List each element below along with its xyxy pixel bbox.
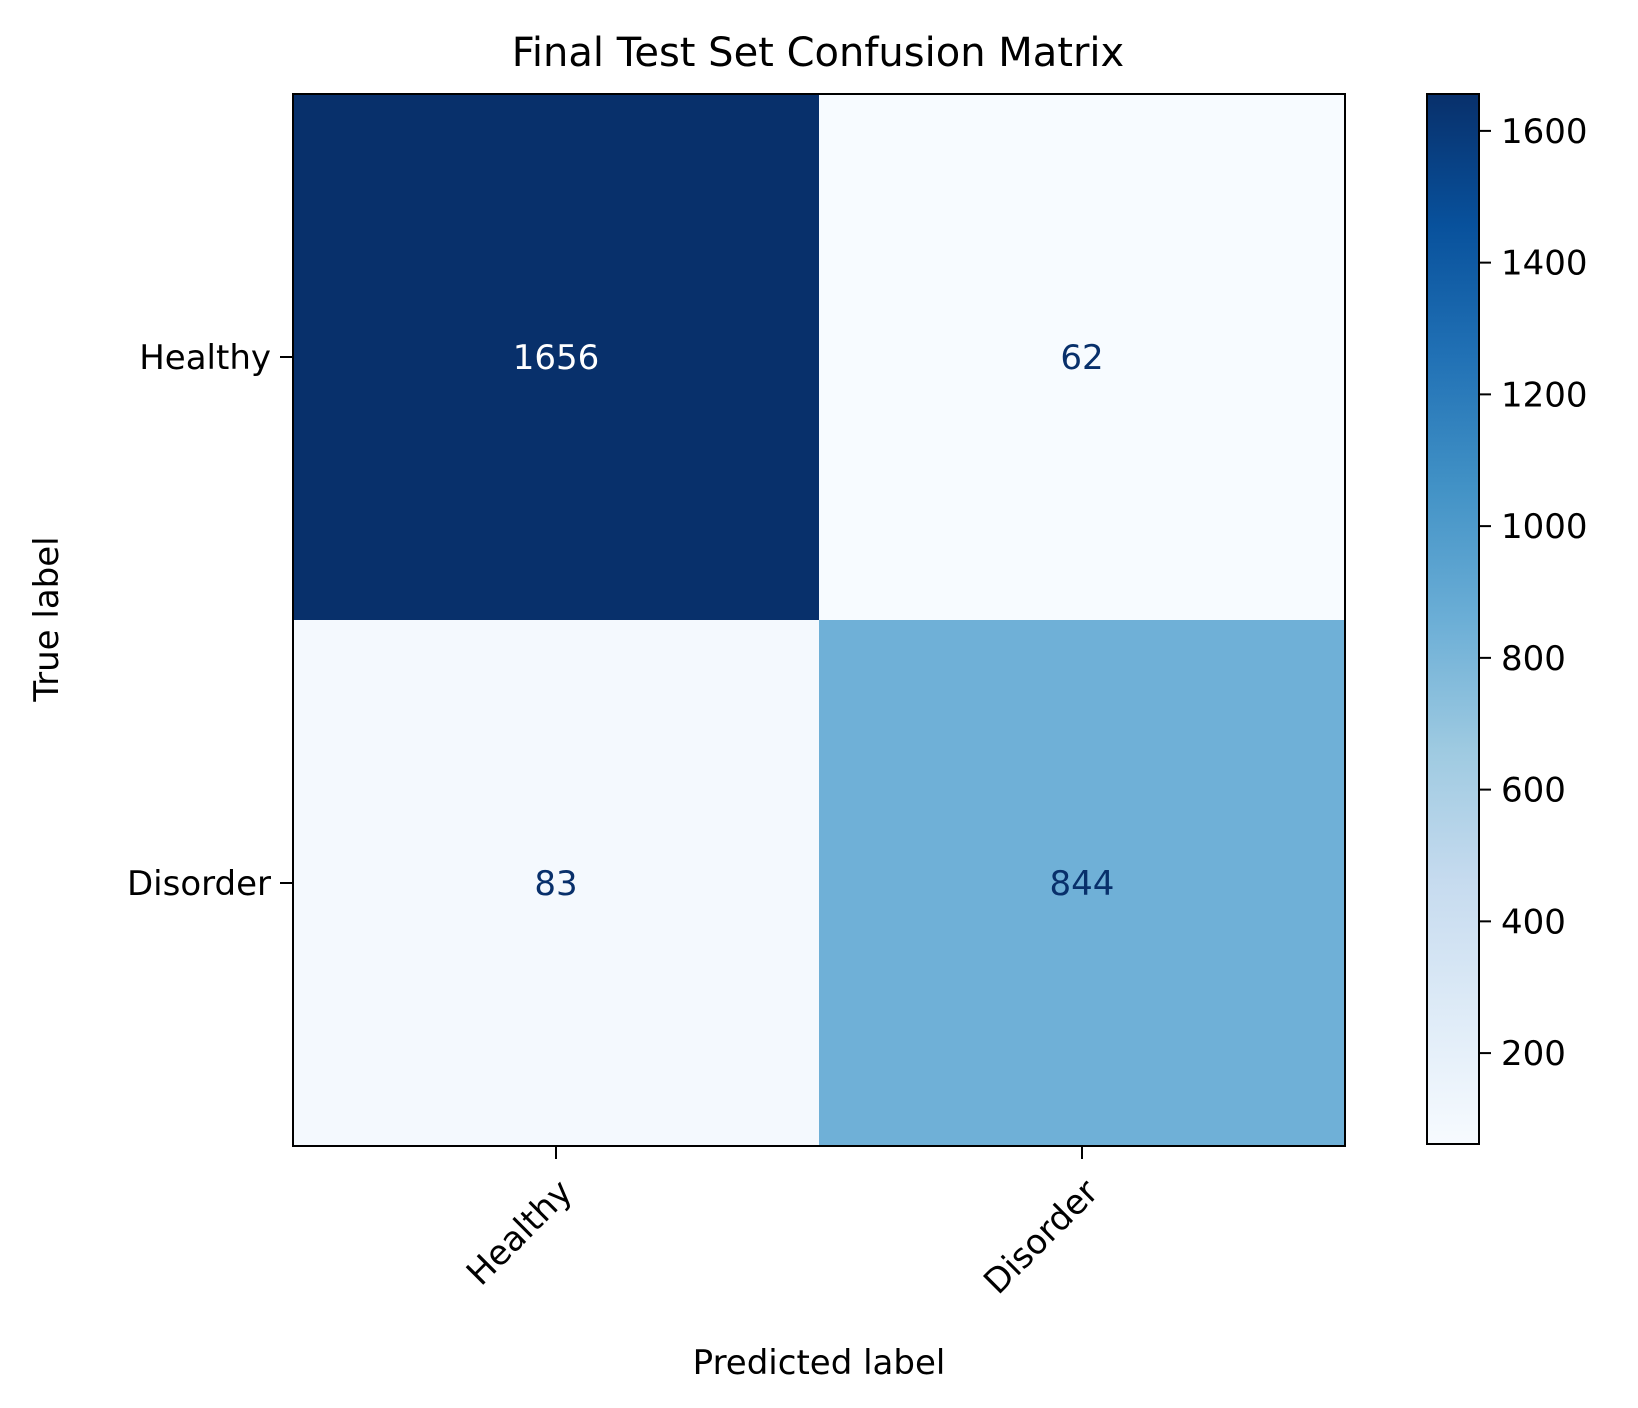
colorbar-gradient [1427, 94, 1479, 1144]
colorbar-tick-label: 1600 [1501, 112, 1588, 152]
cell-value-label: 62 [1060, 338, 1103, 378]
y-tick-label-disorder: Disorder [127, 864, 271, 904]
chart-title: Final Test Set Confusion Matrix [512, 30, 1124, 76]
colorbar-tick-label: 1200 [1501, 375, 1588, 415]
colorbar-tick-label: 200 [1501, 1034, 1566, 1074]
matrix-cell-disorder-disorder [819, 620, 1345, 1146]
cell-value-label: 1656 [513, 338, 600, 378]
x-tick-label-healthy: Healthy [459, 1172, 580, 1293]
colorbar: 200 400 600 800 1000 1200 1400 1600 [1426, 93, 1588, 1145]
cell-value-label: 844 [1050, 864, 1115, 904]
matrix-cell-healthy-disorder [819, 94, 1345, 620]
colorbar-ticks: 200 400 600 800 1000 1200 1400 1600 [1479, 112, 1588, 1074]
colorbar-tick-label: 800 [1501, 639, 1566, 679]
colorbar-frame [1426, 93, 1480, 1145]
matrix-cell-disorder-healthy [293, 620, 819, 1146]
colorbar-tick-label: 600 [1501, 771, 1566, 811]
y-tick-label-healthy: Healthy [139, 338, 271, 378]
matrix-frame [292, 93, 1346, 1147]
x-tick-label-disorder: Disorder [976, 1172, 1106, 1302]
colorbar-tick-label: 1400 [1501, 244, 1588, 284]
cell-value-label: 83 [534, 864, 577, 904]
colorbar-tick-label: 400 [1501, 902, 1566, 942]
y-axis-label: True label [27, 536, 67, 702]
y-axis-ticks: Healthy Disorder [127, 338, 293, 904]
matrix-cell-healthy-healthy [293, 94, 819, 620]
x-axis-label: Predicted label [693, 1343, 946, 1383]
matrix-area: 1656 62 83 844 [292, 93, 1346, 1147]
colorbar-tick-label: 1000 [1501, 507, 1588, 547]
x-axis-ticks: Healthy Disorder [459, 1146, 1106, 1302]
